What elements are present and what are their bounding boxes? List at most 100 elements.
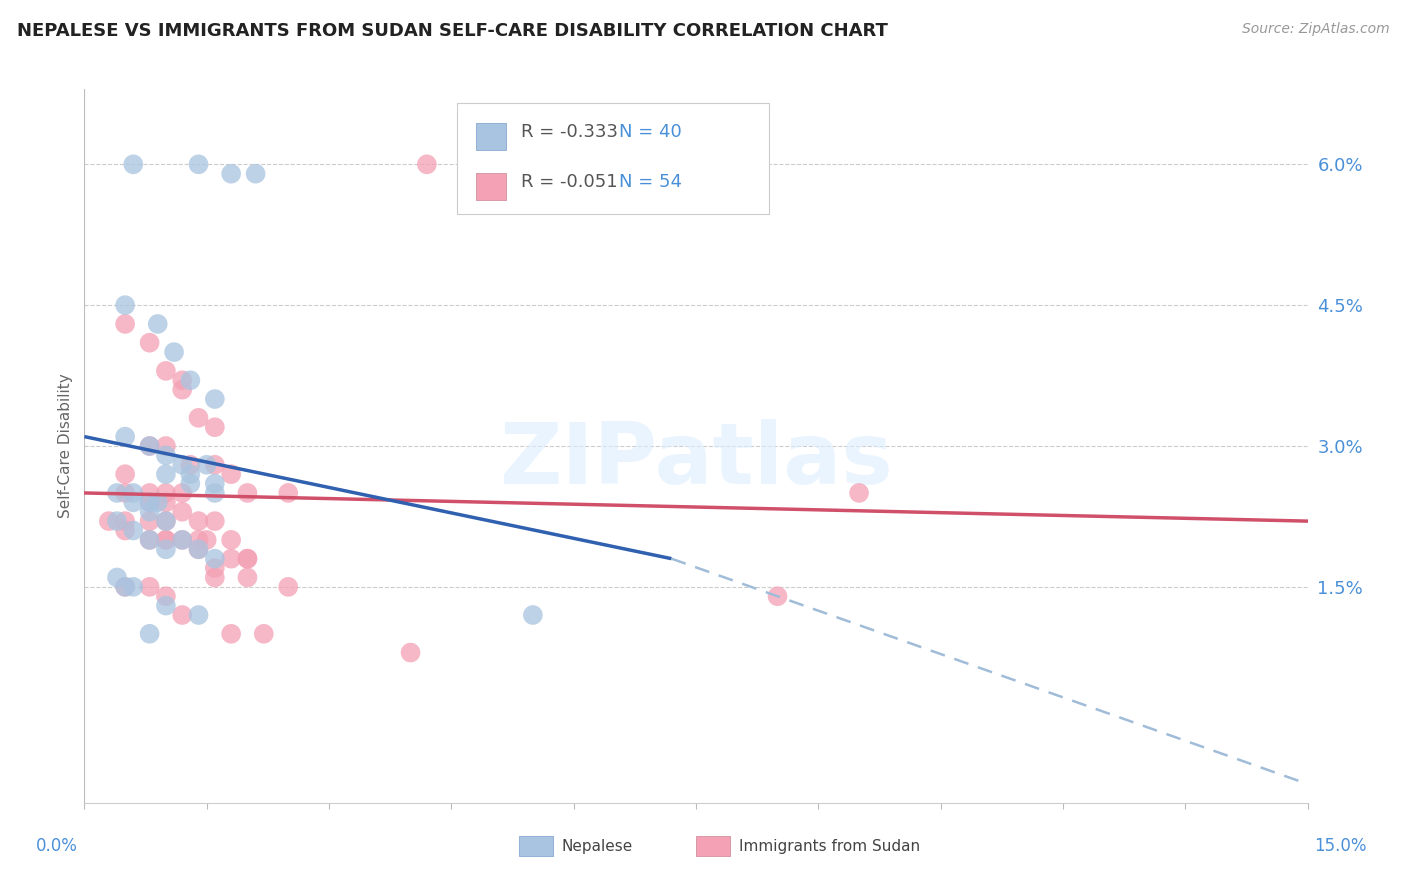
Point	[138, 439, 160, 453]
FancyBboxPatch shape	[519, 837, 553, 856]
Point	[172, 607, 194, 622]
Point	[122, 580, 145, 594]
Point	[277, 486, 299, 500]
Point	[179, 467, 201, 482]
Point	[204, 514, 226, 528]
Point	[187, 542, 209, 557]
Text: N = 54: N = 54	[619, 173, 682, 191]
Text: 0.0%: 0.0%	[37, 838, 79, 855]
Point	[236, 486, 259, 500]
Point	[179, 458, 201, 472]
Point	[187, 542, 209, 557]
Point	[155, 599, 177, 613]
Point	[204, 570, 226, 584]
Point	[204, 392, 226, 406]
Point	[172, 533, 194, 547]
Point	[253, 627, 276, 641]
Point	[219, 467, 242, 482]
Text: N = 40: N = 40	[619, 123, 682, 141]
Point	[399, 646, 422, 660]
Point	[114, 467, 136, 482]
Point	[204, 476, 226, 491]
Point	[114, 580, 136, 594]
Point	[172, 458, 194, 472]
Point	[219, 627, 242, 641]
Point	[179, 373, 201, 387]
Point	[172, 383, 194, 397]
Point	[138, 495, 160, 509]
Point	[138, 439, 160, 453]
Point	[219, 551, 242, 566]
Text: Source: ZipAtlas.com: Source: ZipAtlas.com	[1241, 22, 1389, 37]
Point	[236, 570, 259, 584]
Point	[236, 551, 259, 566]
Point	[105, 570, 128, 584]
Point	[236, 551, 259, 566]
Text: Nepalese: Nepalese	[561, 838, 633, 854]
Point	[187, 514, 209, 528]
Point	[848, 486, 870, 500]
Point	[172, 373, 194, 387]
Point	[138, 495, 160, 509]
Point	[97, 514, 120, 528]
Text: R = -0.051: R = -0.051	[522, 173, 617, 191]
Point	[138, 505, 160, 519]
Point	[187, 157, 209, 171]
Point	[155, 514, 177, 528]
Point	[105, 514, 128, 528]
Point	[187, 607, 209, 622]
Point	[155, 533, 177, 547]
Point	[766, 589, 789, 603]
FancyBboxPatch shape	[457, 103, 769, 214]
Point	[155, 467, 177, 482]
FancyBboxPatch shape	[475, 173, 506, 200]
Point	[155, 439, 177, 453]
Point	[138, 580, 160, 594]
Text: R = -0.333: R = -0.333	[522, 123, 619, 141]
Point	[187, 410, 209, 425]
Point	[114, 486, 136, 500]
Point	[204, 561, 226, 575]
Point	[146, 317, 169, 331]
Point	[172, 505, 194, 519]
Point	[522, 607, 544, 622]
Point	[204, 420, 226, 434]
Text: Immigrants from Sudan: Immigrants from Sudan	[738, 838, 920, 854]
Point	[195, 458, 218, 472]
Y-axis label: Self-Care Disability: Self-Care Disability	[58, 374, 73, 518]
FancyBboxPatch shape	[696, 837, 730, 856]
Point	[114, 580, 136, 594]
Point	[245, 167, 267, 181]
Point	[138, 627, 160, 641]
Point	[114, 317, 136, 331]
FancyBboxPatch shape	[475, 123, 506, 150]
Point	[114, 524, 136, 538]
Point	[122, 157, 145, 171]
Point	[146, 495, 169, 509]
Point	[195, 533, 218, 547]
Text: NEPALESE VS IMMIGRANTS FROM SUDAN SELF-CARE DISABILITY CORRELATION CHART: NEPALESE VS IMMIGRANTS FROM SUDAN SELF-C…	[17, 22, 887, 40]
Point	[155, 589, 177, 603]
Point	[219, 533, 242, 547]
Point	[155, 514, 177, 528]
Point	[416, 157, 439, 171]
Point	[163, 345, 186, 359]
Point	[179, 476, 201, 491]
Point	[277, 580, 299, 594]
Text: 15.0%: 15.0%	[1313, 838, 1367, 855]
Point	[155, 542, 177, 557]
Point	[138, 533, 160, 547]
Point	[219, 167, 242, 181]
Point	[122, 486, 145, 500]
Point	[187, 533, 209, 547]
Point	[138, 533, 160, 547]
Point	[204, 458, 226, 472]
Point	[138, 335, 160, 350]
Point	[114, 298, 136, 312]
Point	[172, 486, 194, 500]
Point	[114, 514, 136, 528]
Point	[122, 524, 145, 538]
Point	[114, 429, 136, 443]
Point	[155, 533, 177, 547]
Point	[138, 486, 160, 500]
